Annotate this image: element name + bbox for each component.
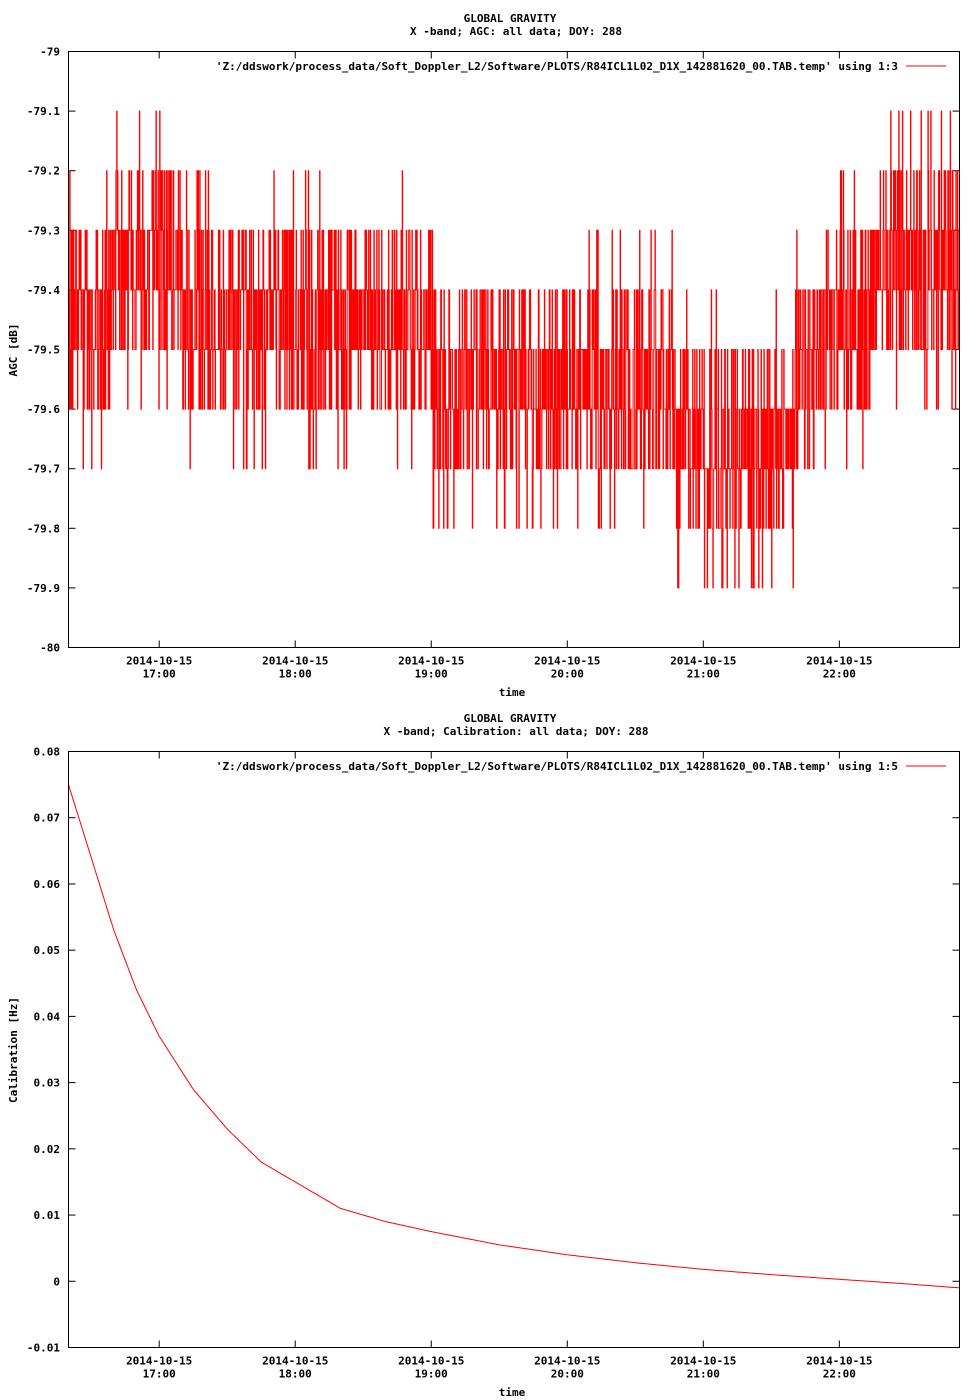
agc-chart: GLOBAL GRAVITY X -band; AGC: all data; D… (7, 12, 960, 699)
chart2-x-ticks: 2014-10-1517:002014-10-1518:002014-10-15… (126, 751, 872, 1381)
y-tick-label: 0.01 (34, 1209, 61, 1222)
x-tick-time-label: 22:00 (823, 668, 856, 681)
chart2-legend-label: 'Z:/ddswork/process_data/Soft_Doppler_L2… (216, 760, 898, 773)
chart2-title: GLOBAL GRAVITY (464, 712, 557, 725)
chart1-subtitle: X -band; AGC: all data; DOY: 288 (410, 25, 622, 38)
chart1-title: GLOBAL GRAVITY (464, 12, 557, 25)
y-tick-label: 0.04 (34, 1010, 61, 1023)
y-tick-label: 0.03 (34, 1077, 61, 1090)
chart1-series-line (68, 110, 960, 589)
x-tick-time-label: 17:00 (143, 1368, 176, 1381)
y-tick-label: -79.5 (27, 344, 60, 357)
x-tick-date-label: 2014-10-15 (806, 1355, 872, 1368)
y-tick-label: -79 (40, 46, 60, 59)
y-tick-label: -79.1 (27, 105, 60, 118)
x-tick-date-label: 2014-10-15 (398, 1355, 464, 1368)
x-tick-time-label: 22:00 (823, 1368, 856, 1381)
chart2-series-line (68, 784, 960, 1289)
y-tick-label: 0.05 (34, 944, 61, 957)
x-tick-date-label: 2014-10-15 (806, 655, 872, 668)
y-tick-label: -79.4 (27, 284, 60, 297)
y-tick-label: 0.02 (34, 1143, 61, 1156)
y-tick-label: 0.06 (34, 878, 61, 891)
chart1-x-axis-label: time (499, 686, 526, 699)
y-tick-label: -79.8 (27, 522, 60, 535)
x-tick-time-label: 19:00 (415, 668, 448, 681)
y-tick-label: 0.08 (34, 746, 61, 759)
y-tick-label: 0 (53, 1275, 60, 1288)
x-tick-time-label: 18:00 (279, 1368, 312, 1381)
chart1-plot-frame (68, 51, 960, 648)
y-tick-label: -79.9 (27, 582, 60, 595)
y-tick-label: 0.07 (34, 812, 61, 825)
x-tick-date-label: 2014-10-15 (534, 1355, 600, 1368)
y-tick-label: -0.01 (27, 1342, 60, 1355)
x-tick-date-label: 2014-10-15 (262, 655, 328, 668)
calibration-chart: GLOBAL GRAVITY X -band; Calibration: all… (7, 712, 960, 1399)
chart1-legend-label: 'Z:/ddswork/process_data/Soft_Doppler_L2… (216, 60, 898, 73)
x-tick-time-label: 21:00 (687, 1368, 720, 1381)
x-tick-date-label: 2014-10-15 (126, 655, 192, 668)
x-tick-time-label: 21:00 (687, 668, 720, 681)
chart1-x-ticks: 2014-10-1517:002014-10-1518:002014-10-15… (126, 51, 872, 681)
chart2-x-axis-label: time (499, 1386, 526, 1399)
x-tick-date-label: 2014-10-15 (398, 655, 464, 668)
y-tick-label: -79.3 (27, 224, 60, 237)
y-tick-label: -79.7 (27, 463, 60, 476)
x-tick-date-label: 2014-10-15 (534, 655, 600, 668)
x-tick-time-label: 18:00 (279, 668, 312, 681)
chart2-plot-frame (68, 751, 960, 1348)
chart1-y-axis-label: AGC [dB] (7, 324, 20, 377)
x-tick-time-label: 17:00 (143, 668, 176, 681)
x-tick-date-label: 2014-10-15 (262, 1355, 328, 1368)
x-tick-date-label: 2014-10-15 (126, 1355, 192, 1368)
y-tick-label: -80 (40, 642, 60, 655)
x-tick-time-label: 20:00 (551, 668, 584, 681)
y-tick-label: -79.6 (27, 403, 60, 416)
chart2-subtitle: X -band; Calibration: all data; DOY: 288 (384, 725, 649, 738)
chart2-y-axis-label: Calibration [Hz] (7, 997, 20, 1103)
x-tick-date-label: 2014-10-15 (670, 655, 736, 668)
x-tick-date-label: 2014-10-15 (670, 1355, 736, 1368)
x-tick-time-label: 20:00 (551, 1368, 584, 1381)
x-tick-time-label: 19:00 (415, 1368, 448, 1381)
y-tick-label: -79.2 (27, 165, 60, 178)
